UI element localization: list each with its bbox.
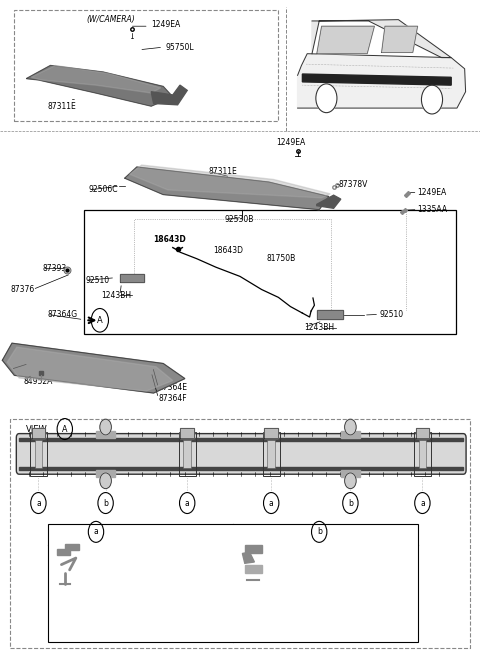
FancyBboxPatch shape xyxy=(267,440,275,468)
Text: 1249EA: 1249EA xyxy=(151,20,180,29)
Circle shape xyxy=(345,419,356,435)
Text: a: a xyxy=(420,498,425,508)
Polygon shape xyxy=(57,549,70,555)
Polygon shape xyxy=(125,167,329,210)
Text: 87377B: 87377B xyxy=(149,544,178,553)
Polygon shape xyxy=(19,467,463,470)
Text: 87311D: 87311D xyxy=(11,365,40,374)
Text: a: a xyxy=(36,498,41,508)
Polygon shape xyxy=(31,66,161,93)
Text: a: a xyxy=(185,498,190,508)
FancyBboxPatch shape xyxy=(35,440,42,468)
Polygon shape xyxy=(130,165,330,198)
Text: A: A xyxy=(97,316,103,325)
Text: VIEW: VIEW xyxy=(26,424,48,434)
Polygon shape xyxy=(26,66,173,106)
Text: 87364G: 87364G xyxy=(47,310,77,319)
Polygon shape xyxy=(317,195,341,208)
Text: 87376: 87376 xyxy=(11,285,35,294)
Text: 1335AA: 1335AA xyxy=(418,205,448,214)
Polygon shape xyxy=(312,20,451,58)
Text: a: a xyxy=(94,527,98,536)
Text: 18643D: 18643D xyxy=(154,235,186,244)
Text: 84952A: 84952A xyxy=(23,377,52,386)
FancyBboxPatch shape xyxy=(419,440,426,468)
Text: b: b xyxy=(103,498,108,508)
Polygon shape xyxy=(317,26,374,54)
Text: 84679: 84679 xyxy=(149,559,173,568)
Text: 87364E: 87364E xyxy=(158,383,187,392)
FancyBboxPatch shape xyxy=(183,440,191,468)
Polygon shape xyxy=(19,438,463,441)
Circle shape xyxy=(316,84,337,113)
Polygon shape xyxy=(298,54,466,108)
Text: b: b xyxy=(348,498,353,508)
FancyBboxPatch shape xyxy=(48,524,418,642)
Text: 18643D: 18643D xyxy=(214,246,243,255)
Polygon shape xyxy=(180,428,194,438)
Polygon shape xyxy=(317,310,343,319)
Polygon shape xyxy=(32,428,45,438)
Text: 92552: 92552 xyxy=(322,559,346,568)
Polygon shape xyxy=(245,565,262,573)
Text: 1243BH: 1243BH xyxy=(101,291,131,300)
Polygon shape xyxy=(96,470,115,477)
Text: A: A xyxy=(62,424,68,434)
Circle shape xyxy=(421,85,443,114)
Text: 87393: 87393 xyxy=(42,264,67,273)
Polygon shape xyxy=(151,85,187,105)
Circle shape xyxy=(100,419,111,435)
Polygon shape xyxy=(382,26,418,52)
Polygon shape xyxy=(96,431,115,438)
Text: 87364F: 87364F xyxy=(158,394,187,403)
Polygon shape xyxy=(302,74,451,85)
Text: 92510: 92510 xyxy=(379,310,403,319)
Text: b: b xyxy=(317,527,322,536)
Text: 1140MG: 1140MG xyxy=(149,575,180,584)
Text: 1249EA: 1249EA xyxy=(276,138,305,147)
Text: 81750B: 81750B xyxy=(266,254,296,263)
Polygon shape xyxy=(65,544,79,550)
Text: (W/CAMERA): (W/CAMERA) xyxy=(86,15,135,24)
Polygon shape xyxy=(7,347,173,391)
Polygon shape xyxy=(264,428,278,438)
Text: 92506C: 92506C xyxy=(89,185,118,195)
Text: 95750L: 95750L xyxy=(166,43,194,52)
Polygon shape xyxy=(245,545,262,553)
Polygon shape xyxy=(2,343,185,393)
Text: 92530B: 92530B xyxy=(225,215,254,224)
Text: 87378V: 87378V xyxy=(338,180,368,189)
Circle shape xyxy=(100,473,111,489)
Text: 1249EA: 1249EA xyxy=(418,188,447,197)
Text: 87311E: 87311E xyxy=(48,102,77,111)
Circle shape xyxy=(345,473,356,489)
Polygon shape xyxy=(341,431,360,438)
Polygon shape xyxy=(120,274,144,282)
Polygon shape xyxy=(341,470,360,477)
Text: 92510: 92510 xyxy=(85,276,109,285)
FancyBboxPatch shape xyxy=(16,434,466,474)
Polygon shape xyxy=(416,428,429,438)
Text: 87377C: 87377C xyxy=(322,544,351,553)
Text: 1243BH: 1243BH xyxy=(304,323,334,332)
Text: a: a xyxy=(269,498,274,508)
Text: 87311E: 87311E xyxy=(209,167,238,176)
Polygon shape xyxy=(242,552,254,563)
